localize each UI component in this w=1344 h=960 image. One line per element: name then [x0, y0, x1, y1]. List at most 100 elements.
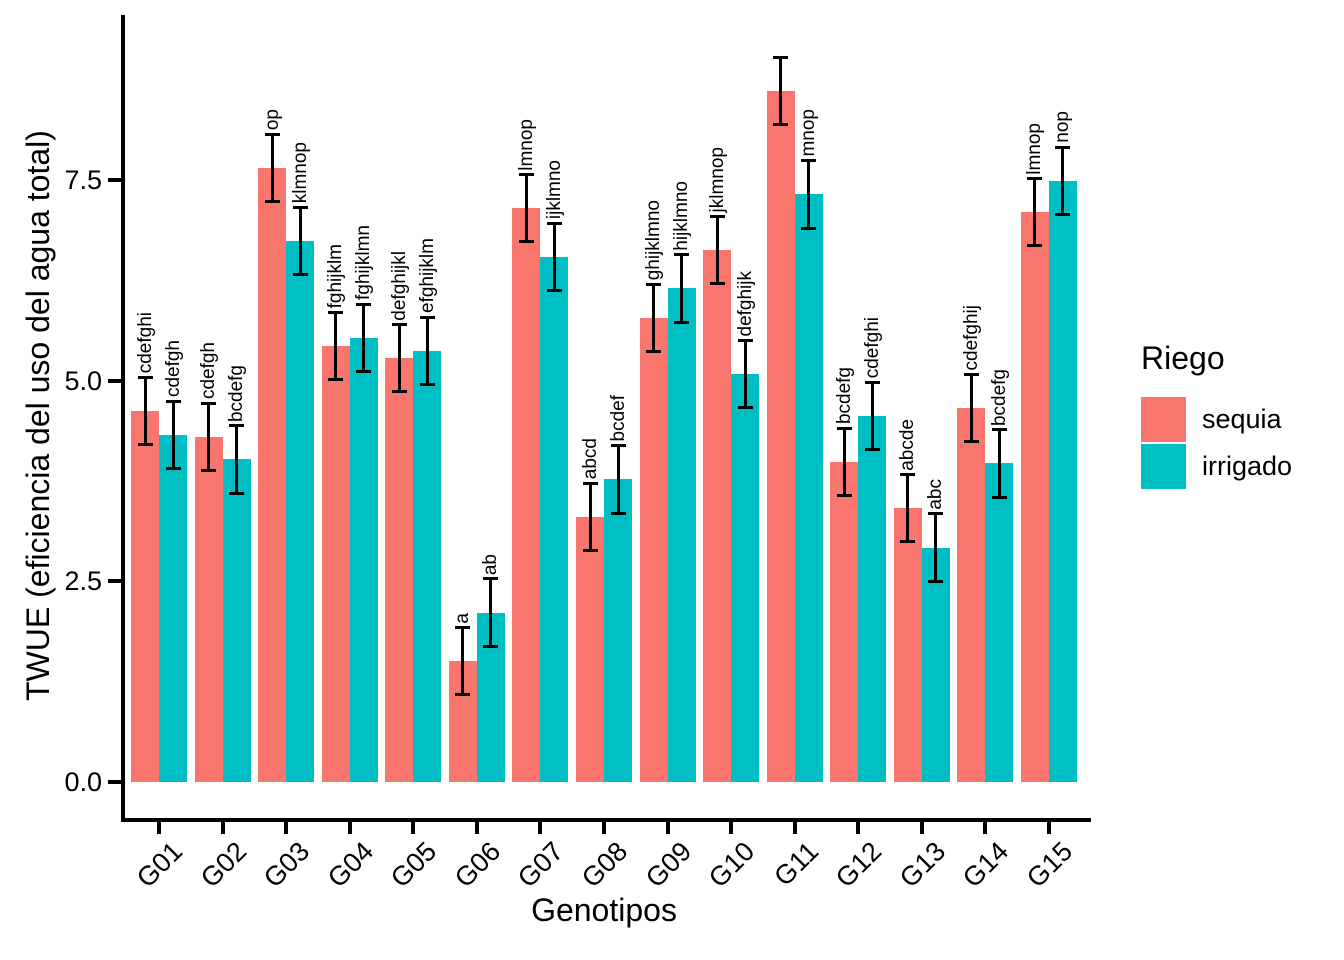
- bar-G08-irrigado: [604, 479, 632, 782]
- error-bar-cap: [737, 339, 753, 342]
- error-bar-cap: [1027, 244, 1043, 248]
- sig-label: bcdef: [607, 395, 629, 442]
- sig-label: bcdefg: [833, 366, 855, 425]
- error-bar-cap: [391, 322, 407, 326]
- y-tick-label: 0.0: [64, 767, 102, 797]
- bar-G09-sequia: [639, 318, 668, 782]
- error-bar-cap: [165, 467, 181, 471]
- sig-label: mnop: [798, 109, 820, 157]
- error-bar: [969, 374, 973, 442]
- error-bar: [461, 627, 465, 695]
- error-bar: [270, 134, 274, 202]
- sig-label: op: [261, 109, 283, 131]
- error-bar-cap: [801, 226, 817, 230]
- bar-G15-sequia: [1020, 212, 1049, 782]
- error-bar-cap: [963, 372, 979, 376]
- bar-G05-irrigado: [413, 350, 442, 782]
- sig-label: defghijk: [734, 271, 756, 337]
- x-tick: [220, 822, 225, 834]
- error-bar-cap: [709, 282, 725, 286]
- x-tick: [411, 822, 416, 834]
- bar-G15-irrigado: [1048, 180, 1077, 782]
- y-tick: [108, 579, 121, 584]
- error-bar: [207, 403, 211, 471]
- x-tick: [983, 822, 988, 834]
- x-tick: [157, 822, 162, 834]
- bar-G07-irrigado: [540, 257, 569, 782]
- error-bar-cap: [137, 443, 153, 447]
- error-bar-cap: [1055, 145, 1071, 149]
- error-bar-cap: [455, 693, 471, 696]
- error-bar-cap: [518, 240, 534, 244]
- error-bar: [1061, 147, 1065, 215]
- error-bar: [1033, 178, 1037, 246]
- sig-label: ab: [480, 553, 502, 575]
- sig-label: lmnop: [515, 118, 537, 171]
- x-tick: [665, 822, 670, 834]
- bar-G09-irrigado: [667, 288, 696, 782]
- error-bar: [334, 312, 338, 380]
- error-bar-cap: [483, 644, 499, 648]
- legend-item-irrigado: irrigado: [1141, 443, 1292, 490]
- error-bar-cap: [1027, 176, 1043, 180]
- legend-label: sequia: [1202, 404, 1282, 434]
- error-bar-cap: [264, 132, 280, 136]
- error-bar: [524, 174, 528, 242]
- y-tick: [108, 378, 121, 383]
- error-bar-cap: [836, 426, 852, 430]
- error-bar-cap: [928, 579, 944, 583]
- error-bar-cap: [773, 55, 789, 59]
- bar-G03-irrigado: [286, 240, 315, 782]
- error-bar-cap: [201, 401, 217, 405]
- bar-G04-sequia: [321, 346, 350, 782]
- error-bar-cap: [356, 370, 372, 374]
- sig-label: a: [452, 612, 474, 624]
- sig-label: cdefghi: [134, 312, 156, 374]
- sig-label: nop: [1052, 111, 1074, 144]
- y-tick-label: 2.5: [64, 566, 102, 597]
- bar-G14-irrigado: [985, 463, 1014, 782]
- bar-G04-irrigado: [349, 338, 378, 782]
- error-bar: [870, 382, 874, 450]
- error-bar-cap: [991, 495, 1007, 499]
- legend: Riego sequia irrigado: [1141, 340, 1292, 490]
- error-bar-cap: [328, 310, 344, 314]
- error-bar-cap: [646, 350, 662, 354]
- bar-G11-irrigado: [794, 194, 823, 782]
- sig-label: jklmnop: [706, 146, 728, 213]
- bar-G01-sequia: [131, 411, 160, 782]
- bar-G11-sequia: [766, 90, 795, 782]
- error-bar: [807, 160, 811, 229]
- y-tick-label: 5.0: [64, 365, 102, 396]
- error-bar-cap: [646, 282, 662, 286]
- error-bar: [906, 474, 910, 542]
- legend-items: sequia irrigado: [1141, 396, 1292, 490]
- error-bar-cap: [165, 400, 181, 404]
- bar-G03-sequia: [258, 167, 287, 782]
- sig-label: klmnop: [289, 142, 311, 204]
- error-bar: [143, 377, 147, 445]
- error-bar-cap: [229, 424, 245, 428]
- error-bar-cap: [292, 205, 308, 209]
- bar-G02-sequia: [194, 436, 223, 782]
- x-tick: [538, 822, 543, 834]
- error-bar-cap: [546, 221, 562, 225]
- error-bar-cap: [582, 481, 598, 485]
- bar-G12-irrigado: [858, 415, 887, 782]
- error-bar-cap: [674, 253, 690, 257]
- error-bar: [489, 578, 493, 647]
- sig-label: fghijklm: [325, 244, 347, 309]
- error-bar-cap: [518, 172, 534, 176]
- bar-G05-sequia: [385, 358, 414, 782]
- error-bar-cap: [201, 469, 217, 473]
- sig-label: efghijklm: [416, 238, 438, 314]
- error-bar: [397, 324, 401, 392]
- x-tick: [474, 822, 479, 834]
- sig-label: defghijkl: [388, 250, 410, 321]
- error-bar: [779, 57, 783, 125]
- bar-G02-irrigado: [222, 459, 251, 782]
- sig-label: cdefghij: [960, 304, 982, 371]
- bar-G13-sequia: [893, 508, 922, 782]
- sig-label: fghijklmn: [353, 225, 375, 301]
